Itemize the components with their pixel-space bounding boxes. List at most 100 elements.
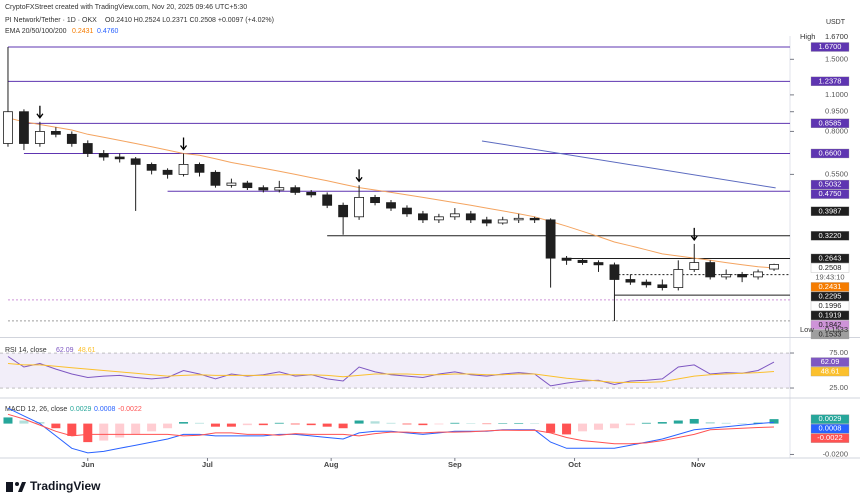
value-label: 0.2431 — [819, 282, 842, 291]
histogram-bar — [354, 420, 364, 424]
value-label: 0.1842 — [819, 320, 842, 329]
histogram-bar — [210, 423, 220, 427]
value-label: 0.6600 — [819, 148, 842, 157]
y-tick-label: -0.0200 — [823, 449, 848, 458]
value-label: 62.09 — [821, 357, 840, 366]
value-label: 0.5032 — [819, 180, 842, 189]
x-tick-label: Oct — [568, 460, 581, 469]
candle-body — [721, 273, 732, 278]
histogram-bar — [338, 423, 348, 429]
candle-body — [545, 219, 556, 259]
ema-legend: EMA 20/50/100/200 — [5, 28, 67, 35]
candle-body — [481, 219, 492, 224]
credit: CryptoFXStreet created with TradingView.… — [5, 4, 247, 11]
candle-body — [497, 219, 508, 224]
value-label: 48.61 — [821, 367, 840, 376]
histogram-bar — [147, 423, 157, 432]
candle-body — [641, 281, 652, 286]
value-label-box — [810, 423, 850, 434]
candle-body — [705, 262, 716, 278]
macd-line — [7, 413, 775, 445]
high-caption: High — [800, 32, 815, 41]
trendline — [481, 140, 776, 189]
histogram-bar — [163, 423, 173, 429]
value-label-box — [810, 310, 850, 321]
y-tick-label: 1.5000 — [825, 54, 848, 63]
histogram-bar — [514, 422, 524, 424]
arrow — [355, 169, 363, 183]
value-label: -0.0022 — [817, 433, 842, 442]
value-label: 0.0029 — [819, 414, 842, 423]
candle-body — [162, 169, 173, 175]
candle-body — [657, 284, 668, 288]
value-label-box — [810, 148, 850, 159]
value-label: 0.3987 — [819, 206, 842, 215]
pane-legend-value: 0.0008 — [94, 406, 116, 413]
value-label: 0.0008 — [819, 424, 842, 433]
pane-title: MACD 12, 26, close — [5, 406, 67, 413]
histogram-bar — [546, 423, 556, 433]
histogram-bar — [578, 423, 588, 432]
histogram-bar — [242, 423, 252, 426]
candle-body — [274, 187, 285, 191]
candle-body — [753, 271, 763, 278]
candle-body — [386, 202, 396, 209]
candle-body — [625, 279, 636, 283]
histogram-bar — [19, 420, 29, 424]
histogram-bar — [67, 423, 77, 436]
candle-body — [146, 164, 157, 171]
y-tick-label: 0.5500 — [825, 169, 848, 178]
y-tick-label: 75.00 — [829, 348, 848, 357]
histogram-bar — [705, 422, 715, 424]
value-label-box — [810, 433, 850, 443]
candle-body — [194, 164, 205, 173]
candle-body — [130, 158, 141, 165]
value-label-box — [810, 263, 850, 273]
value-label-box — [810, 291, 850, 302]
histogram-bar — [673, 420, 683, 424]
histogram-bar — [482, 423, 492, 425]
brand-logo — [6, 482, 26, 492]
value-label: 1.2378 — [819, 76, 842, 85]
candle-body — [290, 187, 301, 193]
histogram-bar — [657, 422, 667, 424]
rsi-line — [7, 356, 775, 387]
value-label: 0.1996 — [819, 301, 842, 310]
histogram-bar — [99, 423, 109, 441]
candle-body — [98, 153, 109, 158]
pane-legend-value: 62.09 — [56, 347, 74, 354]
value-label-box — [810, 282, 850, 292]
histogram-bar — [386, 422, 396, 424]
histogram-bar — [274, 422, 284, 424]
ohlc: O0.2410 H0.2524 L0.2371 C0.2508 +0.0097 … — [105, 17, 274, 24]
y-tick-label: 0.9500 — [825, 107, 848, 116]
histogram-bar — [402, 423, 412, 425]
logo-part — [15, 482, 19, 486]
x-tick-label: Nov — [691, 460, 706, 469]
histogram-bar — [769, 419, 779, 424]
histogram-bar — [466, 423, 476, 424]
value-label-box — [810, 320, 850, 330]
candle-body — [322, 194, 333, 206]
value-label: 0.8585 — [819, 118, 842, 127]
histogram-bar — [689, 418, 699, 424]
pane-legend-value: 0.0029 — [70, 406, 92, 413]
candle-body — [34, 131, 45, 144]
candle-body — [354, 197, 364, 218]
value-label: 19:43:10 — [815, 272, 844, 281]
logo-part — [6, 482, 13, 492]
y-tick-label: 0.8000 — [825, 126, 848, 135]
low-value: 0.1533 — [825, 325, 848, 334]
value-label-box — [810, 42, 850, 52]
histogram-bar — [498, 423, 508, 424]
rsi-line — [7, 363, 775, 383]
value-label-box — [810, 76, 850, 86]
histogram-bar — [83, 423, 93, 443]
value-label-box — [810, 253, 850, 264]
value-label-box — [810, 231, 850, 241]
histogram-bar — [641, 422, 651, 424]
pane-legend-value: -0.0022 — [118, 406, 142, 413]
candle-body — [449, 213, 460, 218]
